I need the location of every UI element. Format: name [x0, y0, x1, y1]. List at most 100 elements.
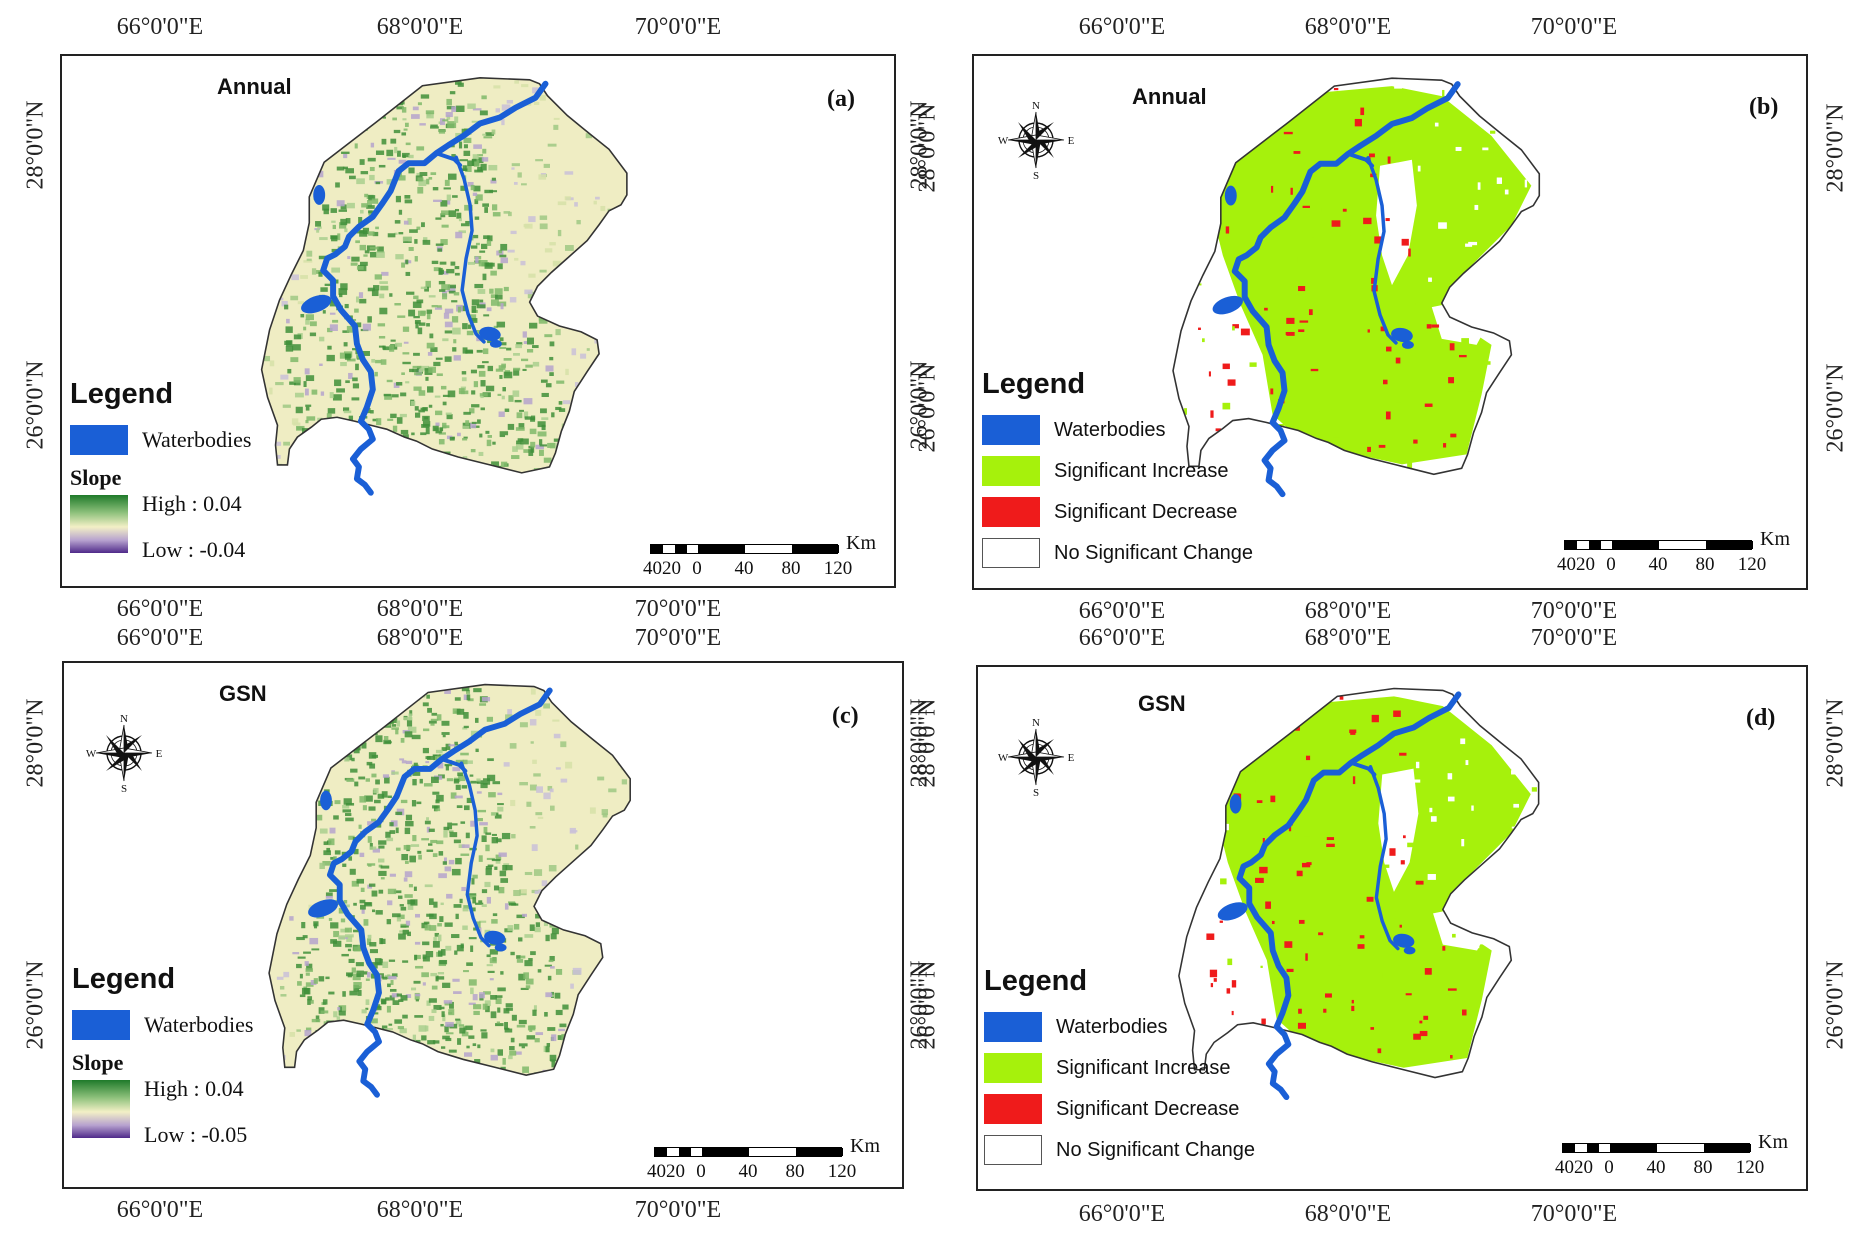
lat-label-left: 28°0'0"N — [22, 698, 49, 788]
lon-label-top: 70°0'0"E — [1530, 14, 1618, 40]
lake — [313, 185, 326, 205]
map-title: Annual — [1132, 84, 1207, 109]
legend-item-waterbodies: Waterbodies — [982, 411, 1253, 449]
lon-label-top: 66°0'0"E — [116, 625, 204, 651]
map-frame: N S E W Annual (b) Legend Waterbodies Signi… — [972, 54, 1808, 590]
slope-high-label: High : 0.04 — [142, 491, 242, 516]
lat-label-left: 26°0'0"N — [22, 960, 49, 1050]
lon-label-top: 66°0'0"E — [1078, 625, 1166, 651]
map-legend: Legend Waterbodies Significant Increase … — [982, 368, 1253, 575]
map-panel-b: 66°0'0"E 68°0'0"E 70°0'0"E 28°0'0"N 26°0… — [915, 0, 1856, 625]
lon-label-top: 68°0'0"E — [376, 625, 464, 651]
legend-label: Significant Decrease — [1056, 1097, 1240, 1120]
map-title: Annual — [217, 74, 292, 99]
svg-text:S: S — [121, 783, 127, 793]
map-legend: Legend Waterbodies Slope High : 0.04 Low… — [70, 378, 251, 562]
scale-tick: 0 — [692, 558, 702, 579]
lon-label-bottom: 70°0'0"E — [634, 596, 722, 622]
legend-title: Legend — [982, 368, 1086, 400]
svg-text:E: E — [156, 748, 162, 760]
legend-label: Waterbodies — [144, 1012, 254, 1037]
lat-label-left: 26°0'0"N — [22, 360, 49, 450]
map-title: GSN — [219, 681, 267, 706]
river-main — [320, 80, 549, 496]
lat-label-left: 28°0'0"N — [22, 100, 49, 190]
river-tributary — [1348, 760, 1377, 777]
river-main — [1236, 691, 1462, 1101]
legend-item-waterbodies: Waterbodies — [70, 421, 251, 459]
lake — [308, 899, 339, 918]
scale-tick: 120 — [1735, 1157, 1765, 1178]
lake — [1229, 794, 1242, 814]
scale-tick: 0 — [1606, 554, 1616, 575]
legend-title: Legend — [984, 965, 1088, 997]
scale-tick: 80 — [785, 1161, 805, 1182]
panel-label: (a) — [827, 86, 855, 112]
compass-rose: N S E W — [998, 717, 1075, 799]
study-area — [269, 684, 631, 1076]
lon-label-bottom: 70°0'0"E — [1530, 1201, 1618, 1227]
lon-label-top: 66°0'0"E — [1078, 14, 1166, 40]
river-tributary — [1346, 151, 1375, 168]
lat-label-left: 28°0'0"N — [914, 698, 941, 788]
legend-item-waterbodies: Waterbodies — [984, 1008, 1255, 1046]
lon-label-bottom: 68°0'0"E — [376, 1197, 464, 1223]
svg-text:W: W — [86, 748, 97, 760]
scale-bar: Km 4020 0 40 80 120 — [647, 1135, 880, 1182]
scale-unit: Km — [850, 1135, 880, 1157]
lon-label-top: 66°0'0"E — [116, 14, 204, 40]
panel-label: (c) — [832, 703, 859, 729]
scale-unit: Km — [846, 532, 876, 554]
legend-title: Legend — [70, 378, 174, 410]
legend-item-no-significant-change: No Significant Change — [982, 534, 1253, 572]
legend-item-significant-decrease: Significant Decrease — [984, 1090, 1255, 1128]
scale-bar: Km 4020 0 40 80 120 — [1557, 528, 1790, 575]
scale-bar: Km 4020 0 40 80 120 — [643, 532, 876, 579]
lake — [1224, 185, 1237, 206]
lake — [301, 294, 332, 314]
slope-title: Slope — [70, 465, 122, 490]
map-title: GSN — [1138, 691, 1186, 716]
svg-text:N: N — [1032, 100, 1040, 112]
lat-label-right: 26°0'0"N — [1822, 960, 1849, 1050]
map-frame: Annual (a) Legend Waterbodies Slope High… — [60, 54, 896, 588]
river-tributary — [439, 757, 468, 773]
river-tributary — [454, 155, 486, 344]
legend-label: No Significant Change — [1054, 541, 1254, 564]
slope-low-label: Low : -0.05 — [144, 1122, 248, 1147]
scale-tick: 80 — [1695, 554, 1715, 575]
slope-ramp: High : 0.04 Low : -0.05 — [72, 1076, 253, 1147]
lake — [1401, 340, 1414, 349]
scale-tick: 120 — [823, 558, 853, 579]
lat-label-left: 26°0'0"N — [914, 363, 941, 453]
svg-text:S: S — [1033, 787, 1039, 797]
lake — [484, 930, 506, 945]
map-region — [260, 77, 628, 496]
river-main — [1231, 81, 1461, 498]
scale-tick: 80 — [781, 558, 801, 579]
panel-label: (b) — [1749, 94, 1779, 120]
map-legend: Legend Waterbodies Significant Increase … — [984, 965, 1255, 1172]
lake — [1391, 327, 1413, 343]
lon-label-top: 70°0'0"E — [1530, 625, 1618, 651]
lon-label-top: 68°0'0"E — [1304, 625, 1392, 651]
slope-ramp-swatch — [70, 495, 128, 553]
legend-label: No Significant Change — [1056, 1138, 1256, 1161]
scale-unit: Km — [1760, 528, 1790, 550]
slope-ramp: High : 0.04 Low : -0.04 — [70, 491, 251, 562]
lon-label-top: 70°0'0"E — [634, 625, 722, 651]
scale-tick: 0 — [696, 1161, 706, 1182]
scale-tick: 120 — [827, 1161, 857, 1182]
legend-item-no-significant-change: No Significant Change — [984, 1131, 1255, 1169]
scale-tick: 80 — [1693, 1157, 1713, 1178]
map-panel-c: 66°0'0"E 68°0'0"E 70°0'0"E 28°0'0"N 26°0… — [0, 625, 933, 1250]
legend-label: Waterbodies — [142, 427, 252, 452]
scale-tick: 120 — [1737, 554, 1767, 575]
lat-label-right: 28°0'0"N — [1822, 103, 1849, 193]
lon-label-top: 70°0'0"E — [634, 14, 722, 40]
legend-label: Significant Increase — [1056, 1056, 1231, 1079]
slope-low-label: Low : -0.04 — [142, 537, 246, 562]
lon-label-bottom: 66°0'0"E — [116, 596, 204, 622]
lake — [494, 943, 507, 952]
legend-item-waterbodies: Waterbodies — [72, 1006, 253, 1044]
